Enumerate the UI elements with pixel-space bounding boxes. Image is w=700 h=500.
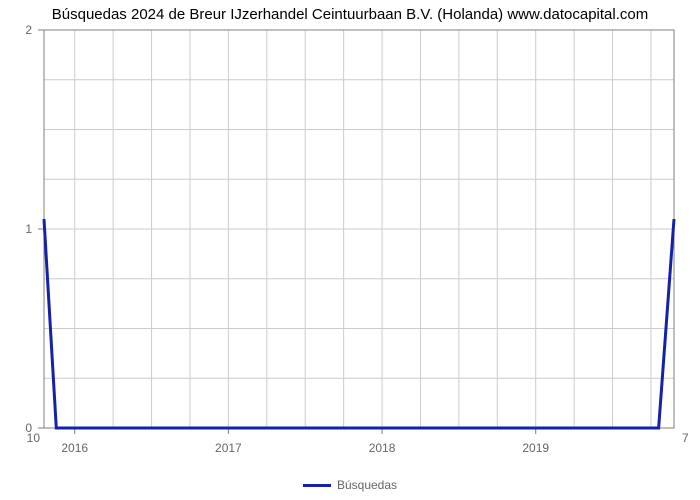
x-tick-label: 2016 [61, 441, 88, 455]
search-chart: Búsquedas 2024 de Breur IJzerhandel Cein… [0, 0, 700, 500]
x-tick-label: 2017 [215, 441, 242, 455]
y-tick-label: 1 [25, 222, 32, 236]
x-tick-label: 2018 [369, 441, 396, 455]
legend-swatch [303, 484, 331, 487]
x-tick-label: 2019 [522, 441, 549, 455]
y-tick-label: 2 [25, 23, 32, 37]
extra-label: 10 [27, 431, 41, 445]
chart-legend: Búsquedas [0, 474, 700, 493]
chart-title: Búsquedas 2024 de Breur IJzerhandel Cein… [0, 6, 700, 23]
chart-plot: 2016201720182019012107 [44, 30, 700, 468]
extra-label: 7 [682, 431, 689, 445]
legend-item: Búsquedas [303, 478, 397, 492]
legend-label: Búsquedas [337, 478, 397, 492]
series-line [44, 219, 674, 428]
